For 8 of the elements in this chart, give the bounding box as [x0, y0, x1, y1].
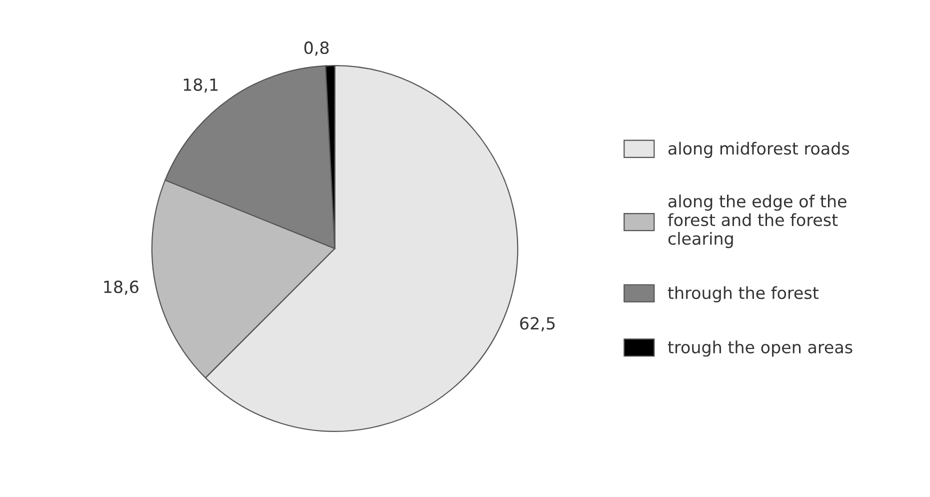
- data-label: 0,8: [304, 41, 329, 56]
- legend-label: along the edge of the forest and the forest clearing: [668, 194, 846, 248]
- data-label: 62,5: [520, 317, 555, 332]
- data-label: 18,1: [184, 78, 218, 93]
- data-label: 18,6: [104, 280, 138, 295]
- legend-label: trough the open areas: [668, 340, 852, 357]
- legend-label: along midforest roads: [668, 142, 850, 158]
- legend-label: through the forest: [668, 286, 819, 302]
